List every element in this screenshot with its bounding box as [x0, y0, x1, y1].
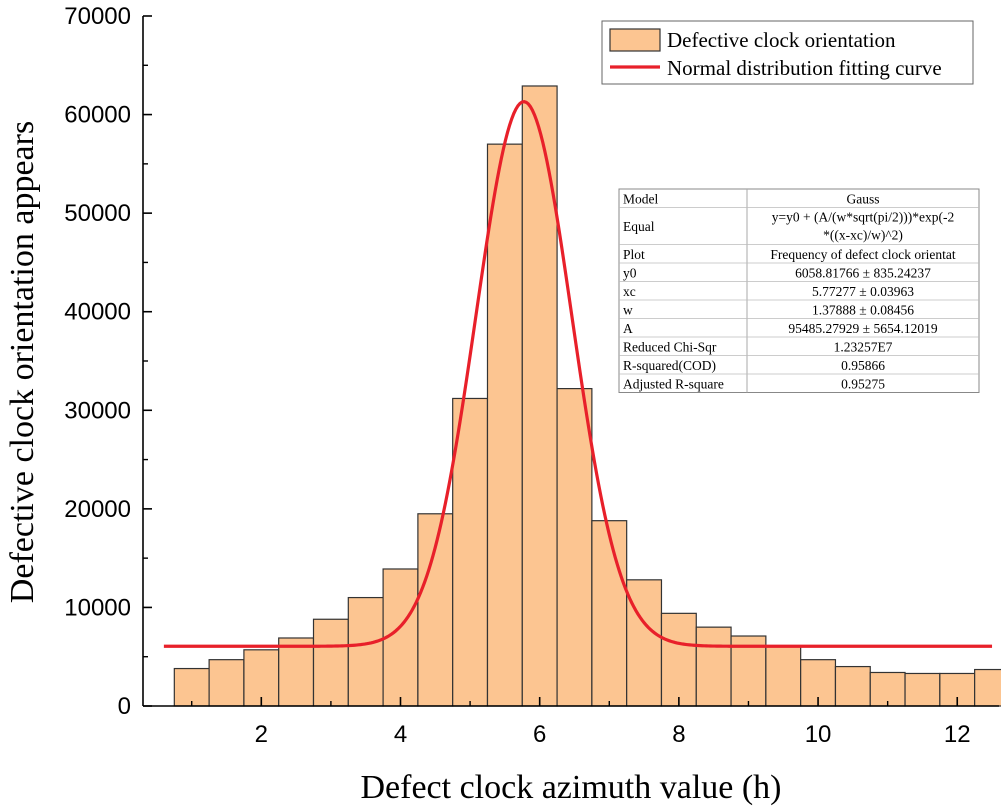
bar-9 [486, 143, 523, 707]
y-tick-label-1: 10000 [64, 594, 131, 621]
legend-swatch-hist [609, 28, 661, 52]
table-value-2: Frequency of defect clock orientat [770, 247, 955, 262]
table-value-4: 5.77277 ± 0.03963 [812, 284, 914, 299]
bar-0 [173, 667, 210, 707]
y-ticks-group: 0 10000 20000 30000 40000 50000 60000 70000 [64, 3, 152, 720]
x-axis-title: Defect clock azimuth value (h) [360, 769, 781, 806]
y-tick-label-7: 70000 [64, 3, 131, 30]
table-value-8: 0.95866 [841, 358, 885, 373]
bars-group [173, 85, 1001, 707]
y-tick-label-6: 60000 [64, 102, 131, 129]
x-tick-label-0: 2 [255, 721, 268, 748]
table-value-3: 6058.81766 ± 835.24237 [795, 265, 931, 280]
bar-21 [904, 672, 941, 707]
legend-frame [601, 20, 974, 85]
table-value-9: 0.95275 [841, 376, 885, 391]
table-value-7: 1.23257E7 [834, 339, 893, 354]
bar-5 [347, 596, 384, 707]
bar-4 [312, 618, 349, 707]
x-tick-label-1: 4 [394, 721, 407, 748]
bar-12 [591, 520, 628, 707]
bar-1 [208, 659, 245, 707]
legend-label-hist: Defective clock orientation [667, 28, 896, 52]
table-value-5: 1.37888 ± 0.08456 [812, 302, 914, 317]
table-value-1: y=y0 + (A/(w*sqrt(pi/2)))*exp(-2 [772, 210, 954, 225]
table-key-4: xc [623, 284, 636, 299]
table-key-7: Reduced Chi-Sqr [623, 339, 717, 354]
fit-parameters-table: Model Gauss Equal y=y0 + (A/(w*sqrt(pi/2)))… [618, 188, 980, 393]
x-ticks-group: 2 4 6 8 10 12 [191, 697, 971, 748]
table-frame [618, 188, 980, 393]
table-key-6: A [623, 321, 633, 336]
table-value-0: Gauss [847, 191, 880, 206]
y-tick-label-4: 40000 [64, 299, 131, 326]
bar-8 [452, 397, 489, 707]
x-tick-label-3: 8 [672, 721, 685, 748]
bar-23 [974, 668, 1001, 707]
table-key-5: w [623, 302, 633, 317]
table-key-9: Adjusted R-square [623, 376, 724, 391]
legend: Defective clock orientation Normal distr… [601, 20, 974, 85]
y-axis-title: Defective clock orientation appears [4, 121, 41, 603]
x-tick-label-2: 6 [533, 721, 546, 748]
bar-19 [834, 665, 871, 707]
bar-3 [278, 637, 315, 707]
bar-17 [765, 645, 802, 707]
bar-14 [660, 612, 697, 707]
bar-15 [695, 626, 732, 707]
x-tick-label-4: 10 [805, 721, 832, 748]
fit-curve [163, 100, 993, 648]
bar-11 [556, 388, 593, 707]
table-key-8: R-squared(COD) [623, 358, 716, 373]
table-key-3: y0 [623, 265, 637, 280]
table-value-6: 95485.27929 ± 5654.12019 [788, 321, 937, 336]
bar-13 [626, 579, 663, 707]
y-tick-label-5: 50000 [64, 200, 131, 227]
table-value-1-line2: *((x-xc)/w)^2) [823, 228, 903, 243]
bar-20 [869, 671, 906, 707]
y-tick-label-2: 20000 [64, 496, 131, 523]
y-tick-label-3: 30000 [64, 397, 131, 424]
bar-2 [243, 649, 280, 707]
table-key-2: Plot [623, 247, 645, 262]
table-key-0: Model [623, 191, 658, 206]
legend-label-curve: Normal distribution fitting curve [667, 56, 942, 80]
table-key-1: Equal [623, 219, 655, 234]
x-tick-label-5: 12 [944, 721, 971, 748]
y-tick-label-0: 0 [118, 693, 131, 720]
